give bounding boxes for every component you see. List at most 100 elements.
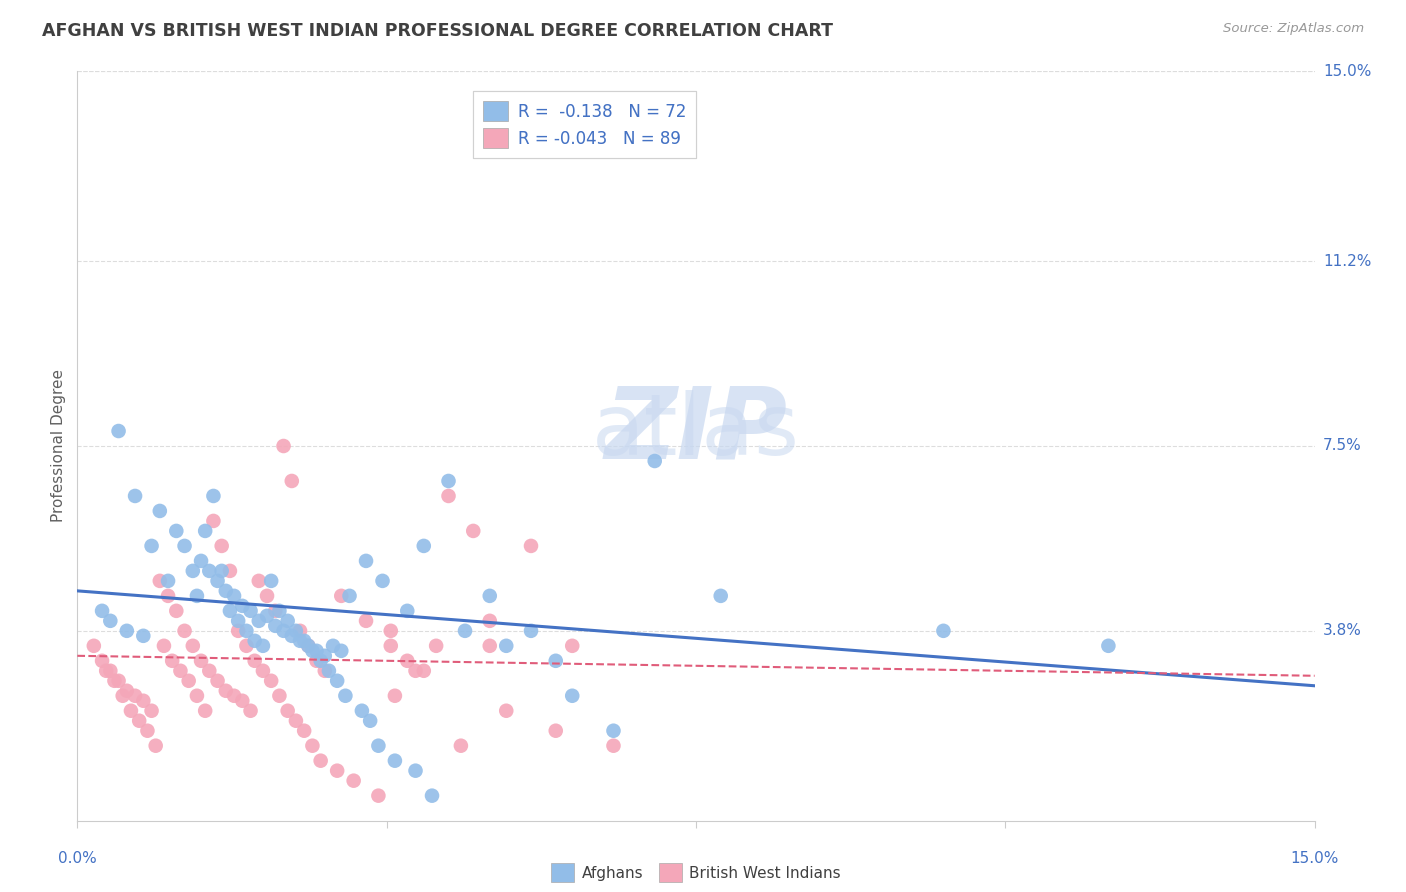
Point bbox=[231, 599, 253, 613]
Point bbox=[124, 689, 146, 703]
Point bbox=[226, 614, 249, 628]
Point bbox=[561, 689, 583, 703]
Point bbox=[710, 589, 733, 603]
Point bbox=[190, 554, 212, 568]
Point bbox=[132, 694, 155, 708]
Point bbox=[288, 633, 311, 648]
Point bbox=[269, 689, 291, 703]
Point bbox=[478, 589, 501, 603]
Point bbox=[115, 683, 138, 698]
Point bbox=[292, 633, 315, 648]
Point bbox=[91, 604, 114, 618]
Text: Source: ZipAtlas.com: Source: ZipAtlas.com bbox=[1223, 22, 1364, 36]
Point bbox=[354, 614, 377, 628]
Point bbox=[371, 574, 394, 588]
Point bbox=[235, 639, 257, 653]
Point bbox=[128, 714, 150, 728]
Point bbox=[450, 739, 472, 753]
Point bbox=[520, 539, 543, 553]
Point bbox=[252, 639, 274, 653]
Point bbox=[380, 639, 402, 653]
Point bbox=[96, 664, 118, 678]
Point bbox=[478, 639, 501, 653]
Point bbox=[91, 654, 114, 668]
Point bbox=[330, 644, 353, 658]
Text: AFGHAN VS BRITISH WEST INDIAN PROFESSIONAL DEGREE CORRELATION CHART: AFGHAN VS BRITISH WEST INDIAN PROFESSION… bbox=[42, 22, 834, 40]
Point bbox=[301, 644, 323, 658]
Point bbox=[292, 723, 315, 738]
Point bbox=[495, 639, 517, 653]
Point bbox=[181, 564, 204, 578]
Point bbox=[186, 589, 208, 603]
Point bbox=[165, 524, 187, 538]
Point bbox=[207, 673, 229, 688]
Point bbox=[157, 574, 180, 588]
Point bbox=[405, 764, 427, 778]
Point bbox=[463, 524, 485, 538]
Point bbox=[157, 589, 180, 603]
Point bbox=[190, 654, 212, 668]
Point bbox=[297, 639, 319, 653]
Y-axis label: Professional Degree: Professional Degree bbox=[51, 369, 66, 523]
Point bbox=[194, 704, 217, 718]
Point bbox=[277, 704, 299, 718]
Text: 0.0%: 0.0% bbox=[58, 851, 97, 866]
Point bbox=[273, 624, 295, 638]
Text: 15.0%: 15.0% bbox=[1291, 851, 1339, 866]
Text: 7.5%: 7.5% bbox=[1323, 439, 1361, 453]
Point bbox=[297, 639, 319, 653]
Point bbox=[309, 754, 332, 768]
Point bbox=[264, 619, 287, 633]
Point bbox=[318, 664, 340, 678]
Point bbox=[219, 564, 242, 578]
Point bbox=[367, 789, 389, 803]
Point bbox=[478, 614, 501, 628]
Point bbox=[602, 739, 624, 753]
Point bbox=[219, 604, 242, 618]
Point bbox=[309, 654, 332, 668]
Point bbox=[322, 639, 344, 653]
Point bbox=[273, 439, 295, 453]
Point bbox=[145, 739, 167, 753]
Point bbox=[153, 639, 176, 653]
Point bbox=[314, 664, 336, 678]
Point bbox=[420, 789, 443, 803]
Point bbox=[305, 644, 328, 658]
Point bbox=[149, 504, 172, 518]
Point bbox=[354, 554, 377, 568]
Point bbox=[1097, 639, 1119, 653]
Point bbox=[181, 639, 204, 653]
Point bbox=[160, 654, 183, 668]
Point bbox=[454, 624, 477, 638]
Point bbox=[602, 723, 624, 738]
Point bbox=[644, 454, 666, 468]
Point bbox=[350, 704, 373, 718]
Point bbox=[544, 723, 567, 738]
Text: 3.8%: 3.8% bbox=[1323, 624, 1362, 639]
Point bbox=[544, 654, 567, 668]
Point bbox=[222, 589, 245, 603]
Point bbox=[124, 489, 146, 503]
Point bbox=[98, 664, 121, 678]
Point bbox=[288, 624, 311, 638]
Point bbox=[520, 624, 543, 638]
Point bbox=[247, 574, 270, 588]
Point bbox=[932, 624, 955, 638]
Point bbox=[380, 624, 402, 638]
Point bbox=[222, 689, 245, 703]
Point bbox=[107, 424, 129, 438]
Point bbox=[115, 624, 138, 638]
Text: 15.0%: 15.0% bbox=[1323, 64, 1371, 78]
Point bbox=[281, 629, 304, 643]
Point bbox=[111, 689, 134, 703]
Point bbox=[194, 524, 217, 538]
Point bbox=[384, 754, 406, 768]
Point bbox=[260, 574, 283, 588]
Point bbox=[281, 474, 304, 488]
Point bbox=[256, 589, 278, 603]
Point bbox=[215, 583, 238, 598]
Point bbox=[120, 704, 142, 718]
Point bbox=[330, 589, 353, 603]
Point bbox=[277, 614, 299, 628]
Point bbox=[239, 704, 262, 718]
